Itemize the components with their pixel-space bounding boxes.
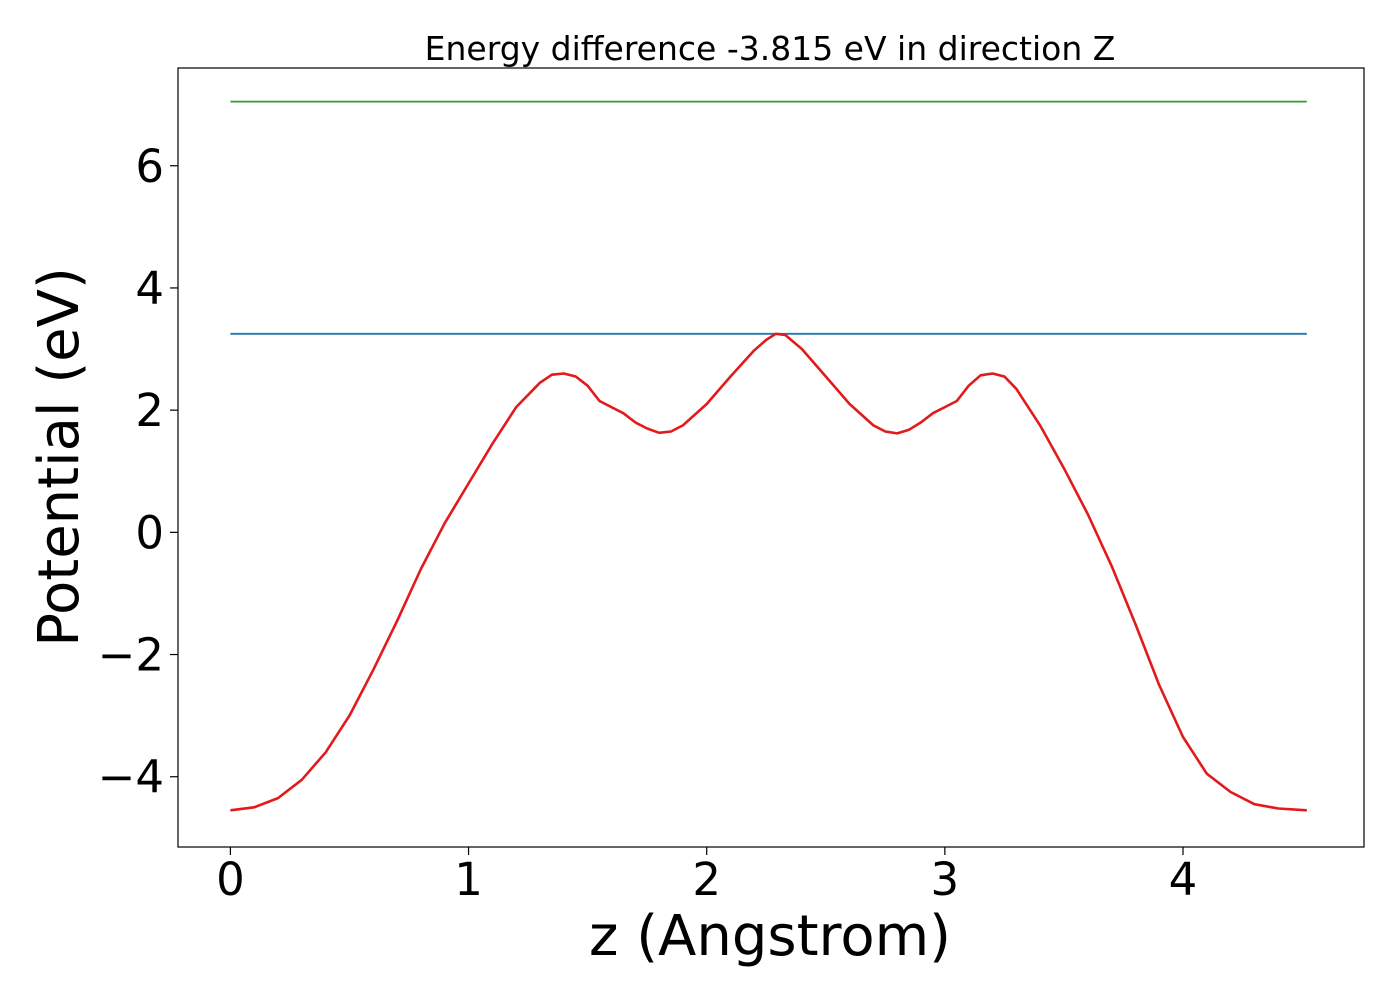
series-line-3 [230, 332, 1307, 812]
y-tick-label: −2 [98, 629, 164, 682]
x-axis-title: z (Angstrom) [589, 904, 951, 969]
x-tick-label: 4 [1169, 853, 1198, 906]
x-tick-label: 0 [216, 853, 245, 906]
y-tick-label: 6 [135, 140, 164, 193]
x-tick-label: 2 [692, 853, 721, 906]
x-tick-label: 1 [454, 853, 483, 906]
x-axis-ticks: 0 1 2 3 4 [216, 847, 1197, 906]
y-axis-title: Potential (eV) [27, 267, 92, 647]
y-tick-label: −4 [98, 751, 164, 804]
plot-frame [177, 67, 1365, 848]
plot-lines [230, 100, 1307, 812]
y-tick-label: 4 [135, 262, 164, 315]
y-tick-label: 0 [135, 506, 164, 559]
chart-title: Energy difference -3.815 eV in direction… [425, 29, 1116, 68]
x-tick-label: 3 [931, 853, 960, 906]
y-axis-ticks: −4 −2 0 2 4 6 [98, 140, 178, 804]
y-tick-label: 2 [135, 384, 164, 437]
